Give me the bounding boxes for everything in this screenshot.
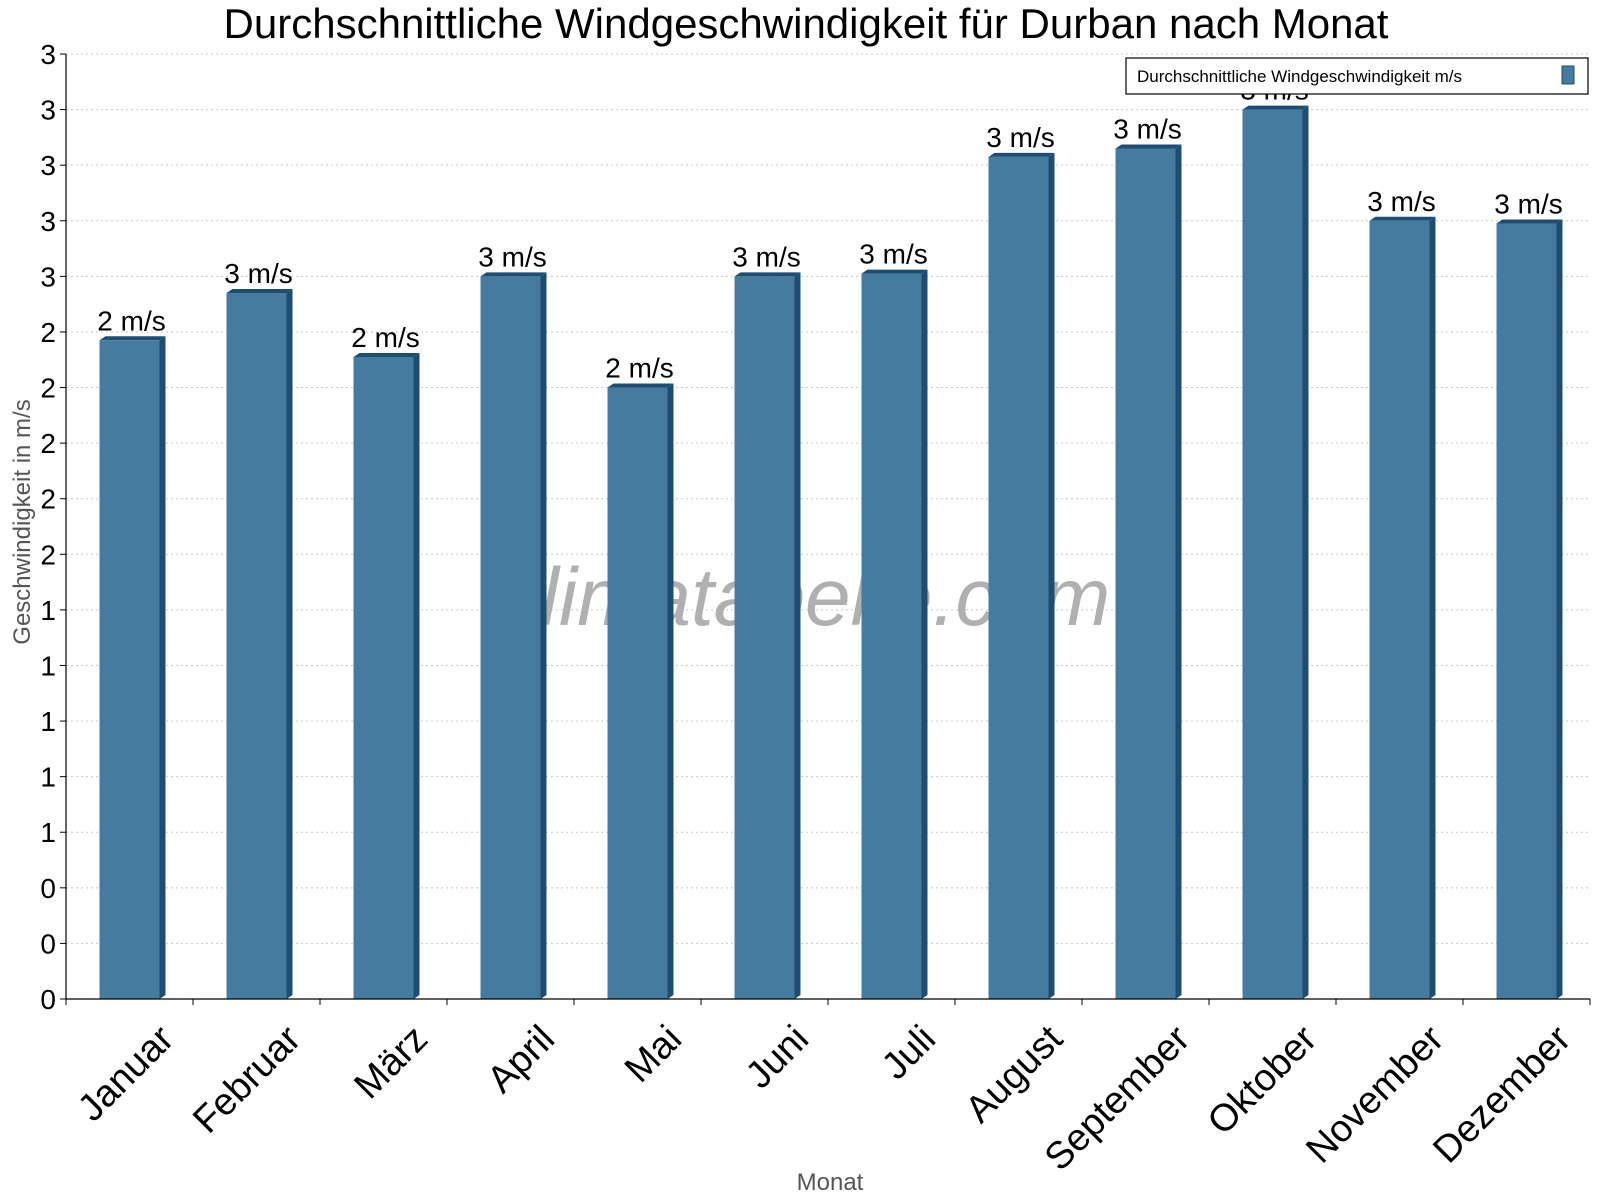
grid-lines (66, 53, 1590, 944)
legend-box (1125, 57, 1589, 95)
x-axis-label: Monat (797, 1169, 864, 1196)
bar-side (794, 272, 801, 1000)
chart-title: Durchschnittliche Windgeschwindigkeit fü… (224, 0, 1389, 47)
bar-side (286, 289, 293, 999)
y-tick-label: 1 (40, 706, 56, 737)
bar-top (1369, 216, 1436, 221)
x-tick-label: Oktober (1200, 1018, 1326, 1144)
y-tick-label: 3 (40, 150, 56, 181)
bar (1369, 220, 1430, 999)
y-tick-label: 2 (40, 539, 56, 570)
y-tick-label: 3 (40, 95, 56, 126)
bar-side (921, 269, 928, 1000)
data-label: 2 m/s (605, 353, 673, 384)
data-label: 3 m/s (1113, 114, 1181, 145)
y-tick-label: 0 (40, 984, 56, 1015)
data-label: 3 m/s (859, 239, 927, 270)
bar (1115, 148, 1176, 999)
bar-top (480, 272, 547, 277)
data-label: 3 m/s (1367, 186, 1435, 217)
bar (353, 356, 414, 999)
bar-top (988, 152, 1055, 157)
data-label: 2 m/s (97, 305, 165, 336)
bar-top (607, 383, 674, 388)
bar-side (1048, 152, 1055, 999)
x-tick-label: Juli (874, 1018, 944, 1088)
bar-side (1302, 105, 1309, 999)
bar-top (1496, 219, 1563, 224)
bar-side (413, 352, 420, 999)
bar-side (667, 383, 674, 999)
legend-swatch (1561, 65, 1575, 85)
bar (226, 293, 287, 999)
y-tick-label: 3 (40, 206, 56, 237)
y-tick-label: 0 (40, 873, 56, 904)
data-label: 3 m/s (1494, 189, 1562, 220)
bar (861, 273, 922, 1000)
y-tick-label: 3 (40, 261, 56, 292)
y-tick-label: 1 (40, 595, 56, 626)
data-labels: 2 m/s 3 m/s 2 m/s 3 m/s 2 m/s 3 m/s 3 m/s 3 m/s… (97, 75, 1562, 384)
y-tick-label: 2 (40, 373, 56, 404)
y-tick-label: 1 (40, 650, 56, 681)
x-tick-label: Februar (185, 1018, 309, 1142)
bar-top (226, 289, 293, 294)
y-tick-label: 3 (40, 39, 56, 70)
y-axis-label: Geschwindigkeit in m/s (9, 399, 36, 644)
bar-top (861, 269, 928, 274)
y-tick-label: 0 (40, 928, 56, 959)
data-label: 3 m/s (986, 122, 1054, 153)
bar-side (1556, 219, 1563, 999)
y-tick-label: 2 (40, 317, 56, 348)
legend: Durchschnittliche Windgeschwindigkeit m/… (1125, 57, 1589, 95)
bar-top (734, 272, 801, 277)
data-label: 3 m/s (732, 241, 800, 272)
x-tick-label: November (1298, 1018, 1452, 1172)
bar-top (1242, 105, 1309, 110)
bar-side (159, 336, 166, 999)
x-tick-label: Januar (70, 1018, 182, 1130)
y-tick-label: 2 (40, 428, 56, 459)
bar (480, 276, 541, 1000)
y-tick-label: 1 (40, 817, 56, 848)
bar-side (540, 272, 547, 1000)
bar (607, 387, 668, 999)
bar-top (1115, 144, 1182, 149)
bar-top (353, 352, 420, 357)
bar (1242, 109, 1303, 999)
x-tick-label: August (958, 1018, 1072, 1132)
bar (988, 156, 1049, 999)
bar-side (1175, 144, 1182, 999)
legend-label: Durchschnittliche Windgeschwindigkeit m/… (1137, 67, 1462, 86)
bar-side (1429, 216, 1436, 999)
data-label: 3 m/s (478, 241, 546, 272)
x-tick-label: März (347, 1018, 436, 1107)
y-tick-label: 2 (40, 484, 56, 515)
data-label: 2 m/s (351, 322, 419, 353)
y-tick-label: 1 (40, 762, 56, 793)
x-tick-label: Dezember (1425, 1018, 1579, 1172)
bar-top (99, 336, 166, 341)
x-tick-label: Juni (738, 1018, 817, 1097)
bar (99, 340, 160, 999)
x-tick-label: Mai (617, 1018, 690, 1091)
bar (1496, 223, 1557, 999)
x-tick-label: April (480, 1018, 563, 1101)
data-label: 3 m/s (224, 258, 292, 289)
bar (734, 276, 795, 1000)
bars (99, 105, 1563, 1000)
